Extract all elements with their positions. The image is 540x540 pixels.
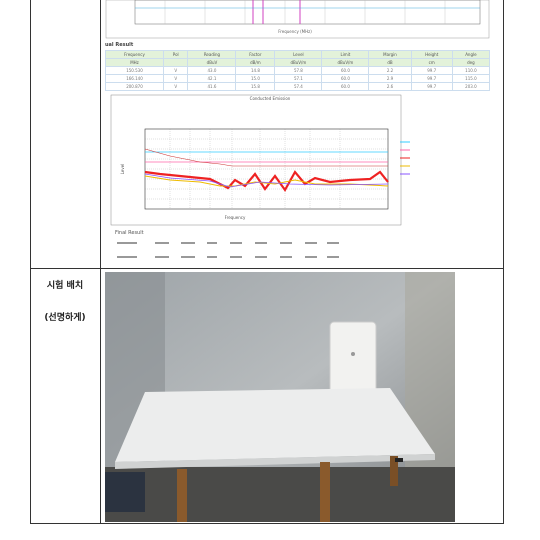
column-divider	[100, 0, 101, 524]
result-table: Frequency Pol Reading Factor Level Limit Margi…	[105, 50, 491, 91]
table-cell: 2.2	[368, 66, 412, 75]
table-cell: 14.8	[235, 66, 276, 75]
table-cell: deg	[451, 58, 491, 67]
setup-note: (선명하게)	[44, 313, 86, 323]
table-row: 166.140 V 42.1 15.0 57.1 60.0 2.9 99.7 115.0	[105, 74, 491, 83]
table-cell: 15.0	[235, 74, 276, 83]
table-cell: dB/m	[235, 58, 276, 67]
table-cell: 43.0	[187, 66, 237, 75]
table-cell: cm	[410, 58, 453, 67]
table-cell: 42.1	[187, 74, 237, 83]
x-axis-label: Frequency (MHz)	[278, 29, 312, 34]
table-cell: 110.0	[451, 66, 491, 75]
table-cell: 150.530	[105, 66, 164, 75]
table-cell: Level	[274, 50, 323, 59]
table-cell: V	[162, 74, 189, 83]
table-cell: 2.9	[368, 74, 412, 83]
table-row: 200.870 V 41.6 15.8 57.4 60.0 2.6 99.7 203.0	[105, 82, 491, 91]
table-cell: Frequency	[105, 50, 164, 59]
table-cell: 2.6	[368, 82, 412, 91]
outer-table	[30, 0, 504, 524]
table-row: Frequency Pol Reading Factor Level Limit Margi…	[105, 50, 491, 59]
table-cell: Height	[410, 50, 453, 59]
setup-label: 시험 배치	[46, 281, 84, 291]
table-cell: 60.0	[321, 82, 370, 91]
table-cell: 99.7	[410, 74, 453, 83]
top-chart: Frequency (MHz)	[105, 0, 490, 39]
row-divider	[30, 268, 504, 269]
table-cell: V	[162, 82, 189, 91]
table-cell: 203.0	[451, 82, 491, 91]
table-cell: 99.7	[410, 66, 453, 75]
table-cell: Reading	[187, 50, 237, 59]
table-cell: 115.0	[451, 74, 491, 83]
table-cell	[162, 58, 189, 67]
table-cell: dBuV/m	[321, 58, 370, 67]
table-cell: 166.140	[105, 74, 164, 83]
table-row: 150.530 V 43.0 14.8 57.8 60.0 2.2 99.7 110.0	[105, 66, 491, 75]
table-cell: 57.8	[274, 66, 323, 75]
table-cell: Limit	[321, 50, 370, 59]
table-cell: 60.0	[321, 66, 370, 75]
table-title: ual Result	[105, 42, 134, 48]
table-cell: dB	[368, 58, 412, 67]
table-cell: 57.4	[274, 82, 323, 91]
table-cell: MHz	[105, 58, 164, 67]
table-row: MHz dBuV dB/m dBuV/m dBuV/m dB cm deg	[105, 58, 491, 67]
table-cell: Factor	[235, 50, 276, 59]
table-cell: Margin	[368, 50, 412, 59]
table-cell: 15.8	[235, 82, 276, 91]
table-cell: dBuV	[187, 58, 237, 67]
table-cell: 99.7	[410, 82, 453, 91]
setup-photo	[105, 272, 455, 522]
y-axis-label: Level	[120, 164, 125, 175]
x-axis-label: Frequency	[225, 215, 246, 220]
table-cell: Pol	[162, 50, 189, 59]
table-cell: dBuV/m	[274, 58, 323, 67]
table-cell: 41.6	[187, 82, 237, 91]
final-result-table	[117, 242, 339, 258]
table-cell: Angle	[451, 50, 491, 59]
table-cell: V	[162, 66, 189, 75]
spectrum-chart: Conducted Emission Frequency Level	[110, 94, 410, 226]
table-cell: 60.0	[321, 74, 370, 83]
final-result-title: Final Result	[115, 230, 144, 236]
table-cell: 200.870	[105, 82, 164, 91]
table-cell: 57.1	[274, 74, 323, 83]
chart-title: Conducted Emission	[250, 96, 291, 101]
